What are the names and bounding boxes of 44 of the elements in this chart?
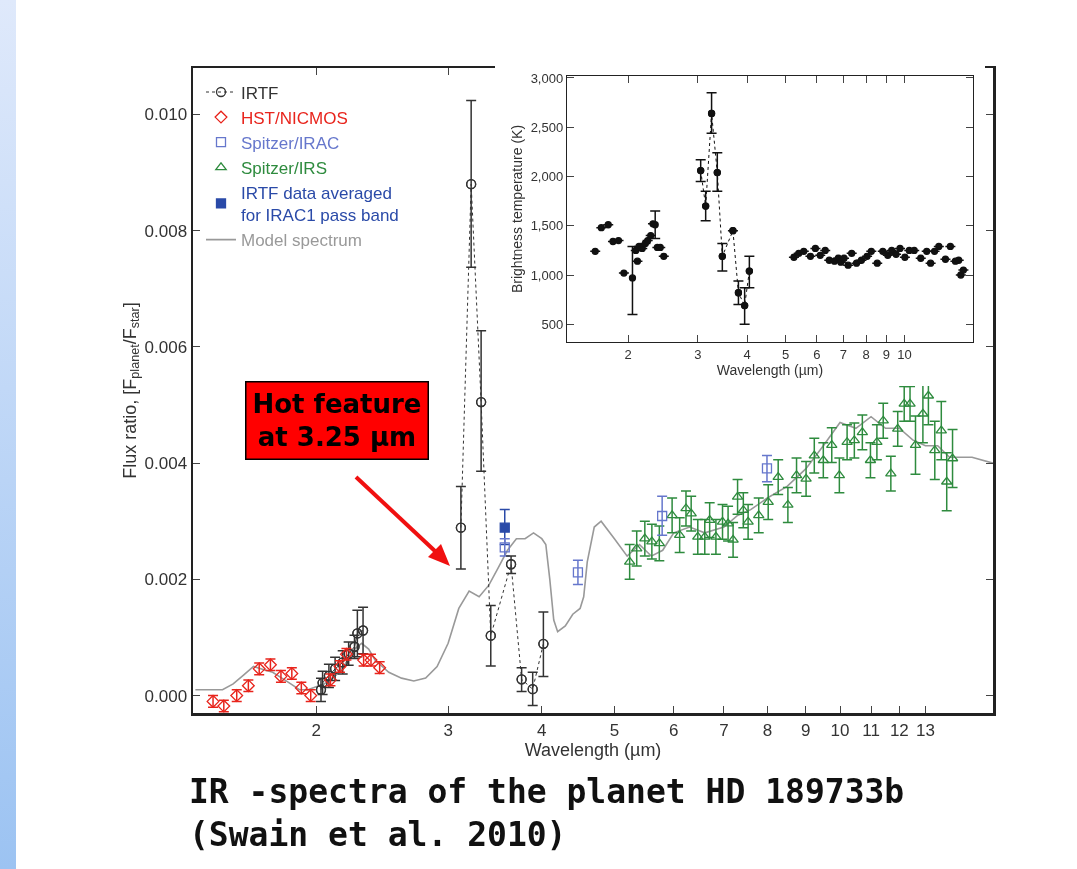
legend-label: Spitzer/IRAC [241, 133, 340, 153]
y-tick-label: 0.008 [144, 221, 188, 241]
x-tick-label: 8 [862, 346, 870, 362]
x-tick-label: 4 [537, 720, 547, 740]
x-tick-label: 7 [839, 346, 847, 362]
x-tick-label: 13 [915, 720, 935, 740]
text: IR -spectra of the planet HD 189733b (Swain et al. 2010) [189, 772, 905, 854]
x-tick-label: 10 [830, 720, 850, 740]
legend-label: IRTF data averaged for IRAC1 pass band [241, 184, 399, 226]
y-tick-label: 0.004 [144, 454, 188, 474]
y-axis-title: Brightness temperature (K) [509, 124, 526, 294]
y-tick-label: 2,500 [530, 119, 564, 135]
x-tick-label: 12 [889, 720, 909, 740]
annotation: Hot feature at 3.25 µm [252, 388, 422, 453]
y-tick-label: 1,000 [530, 267, 564, 283]
x-tick-label: 9 [882, 346, 891, 362]
y-tick-label: 0.000 [144, 686, 188, 706]
y-tick-label: 0.002 [144, 570, 188, 590]
y-tick-label: 3,000 [530, 70, 564, 86]
x-tick-label: 11 [862, 720, 880, 740]
x-tick-label: 2 [624, 346, 632, 362]
y-tick-label: 0.010 [144, 105, 188, 125]
x-tick-label: 2 [311, 720, 321, 740]
x-tick-label: 6 [813, 346, 821, 362]
x-tick-label: 9 [800, 720, 811, 740]
x-axis-title: Wavelength (µm) [524, 739, 662, 760]
y-tick-label: 0.006 [144, 337, 188, 357]
x-axis-title: Wavelength (µm) [716, 362, 824, 378]
x-tick-label: 3 [694, 346, 702, 362]
y-tick-label: 2,000 [530, 169, 564, 185]
x-tick-label: 4 [743, 346, 751, 362]
x-tick-label: 3 [443, 720, 453, 740]
legend-label: IRTF [241, 83, 279, 103]
x-tick-label: 5 [609, 720, 620, 740]
legend-label: Spitzer/IRS [241, 158, 327, 178]
x-tick-label: 8 [762, 720, 773, 740]
legend-label: Model spectrum [241, 231, 362, 251]
x-tick-label: 7 [719, 720, 729, 740]
y-tick-label: 500 [541, 316, 564, 332]
y-tick-label: 1,500 [530, 218, 564, 234]
legend-label: HST/NICMOS [241, 108, 348, 128]
x-tick-label: 10 [897, 346, 912, 362]
x-tick-label: 5 [781, 346, 790, 362]
x-tick-label: 6 [669, 720, 679, 740]
